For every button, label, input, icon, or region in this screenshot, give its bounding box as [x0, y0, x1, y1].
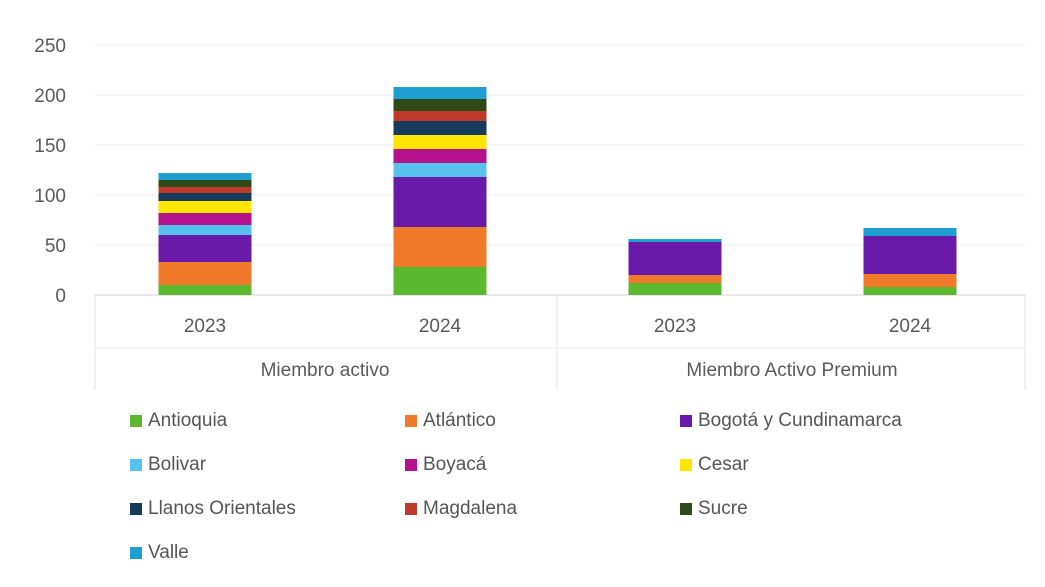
bar-segment: [628, 242, 722, 275]
bar-segment: [158, 262, 252, 285]
legend-swatch: [680, 503, 692, 515]
bar-segment: [393, 135, 487, 149]
legend-swatch: [405, 459, 417, 471]
bar-segment: [393, 227, 487, 267]
legend-item: Bogotá y Cundinamarca: [680, 408, 1010, 434]
legend-item: Llanos Orientales: [130, 496, 405, 522]
y-axis: 0 50 100 150 200 250: [34, 36, 66, 307]
legend-swatch: [130, 503, 142, 515]
legend: Antioquia Atlántico Bogotá y Cundinamarca B…: [130, 408, 1010, 566]
legend-label: Antioquia: [148, 410, 228, 431]
legend-item: Cesar: [680, 452, 1010, 478]
x-axis: 2023 2024 2023 2024 Miembro activo Miembro Ac…: [94, 295, 1026, 390]
bar-segment: [158, 193, 252, 201]
bar-segment: [628, 283, 722, 295]
legend-label: Valle: [148, 542, 189, 563]
bar-segment: [863, 236, 957, 274]
bar-segment: [393, 99, 487, 111]
bar-segment: [393, 87, 487, 99]
bar-segment: [158, 213, 252, 225]
legend-label: Magdalena: [423, 498, 518, 519]
x-group-label: Miembro activo: [261, 360, 390, 381]
legend-label: Cesar: [698, 454, 749, 475]
x-category-label: 2023: [184, 316, 226, 337]
legend-swatch: [130, 459, 142, 471]
bar-segment: [158, 225, 252, 235]
bar-segment: [158, 173, 252, 180]
bar-segment: [628, 275, 722, 283]
bar-segment: [628, 239, 722, 242]
bar-segment: [158, 187, 252, 193]
legend-item: Bolivar: [130, 452, 405, 478]
y-tick-label: 150: [34, 136, 66, 157]
bar-segment: [863, 274, 957, 287]
legend-swatch: [680, 459, 692, 471]
legend-label: Atlántico: [423, 410, 496, 431]
x-category-label: 2023: [654, 316, 696, 337]
legend-swatch: [405, 503, 417, 515]
legend-swatch: [130, 547, 142, 559]
bar-segment: [158, 201, 252, 213]
y-tick-label: 50: [45, 236, 66, 257]
legend-swatch: [680, 415, 692, 427]
legend-item: Sucre: [680, 496, 1010, 522]
legend-swatch: [130, 415, 142, 427]
x-category-label: 2024: [419, 316, 462, 337]
legend-item: Antioquia: [130, 408, 405, 434]
bar-segment: [393, 267, 487, 295]
legend-label: Boyacá: [423, 454, 487, 475]
legend-label: Llanos Orientales: [148, 498, 296, 519]
bar-segment: [393, 121, 487, 135]
stacked-bar-chart: 0 50 100 150 200 250 2023 2024 2023 2024 Miembro …: [34, 36, 1026, 390]
y-tick-label: 0: [55, 286, 66, 307]
y-tick-label: 250: [34, 36, 66, 57]
bar-segment: [863, 228, 957, 236]
legend-label: Bolivar: [148, 454, 207, 475]
legend-item: Magdalena: [405, 496, 680, 522]
legend-item: Valle: [130, 540, 405, 566]
y-tick-label: 200: [34, 86, 66, 107]
bar-segment: [393, 111, 487, 121]
legend-item: Atlántico: [405, 408, 680, 434]
bar-segment: [863, 287, 957, 295]
bars: [158, 87, 957, 295]
bar-segment: [393, 149, 487, 163]
bar-segment: [158, 180, 252, 187]
legend-label: Sucre: [698, 498, 748, 519]
x-group-label: Miembro Activo Premium: [686, 360, 897, 381]
legend-label: Bogotá y Cundinamarca: [698, 410, 902, 431]
bar-segment: [393, 163, 487, 177]
bar-segment: [393, 177, 487, 227]
legend-item: Boyacá: [405, 452, 680, 478]
legend-swatch: [405, 415, 417, 427]
bar-segment: [158, 285, 252, 295]
y-tick-label: 100: [34, 186, 66, 207]
bar-segment: [158, 235, 252, 262]
x-category-label: 2024: [889, 316, 932, 337]
